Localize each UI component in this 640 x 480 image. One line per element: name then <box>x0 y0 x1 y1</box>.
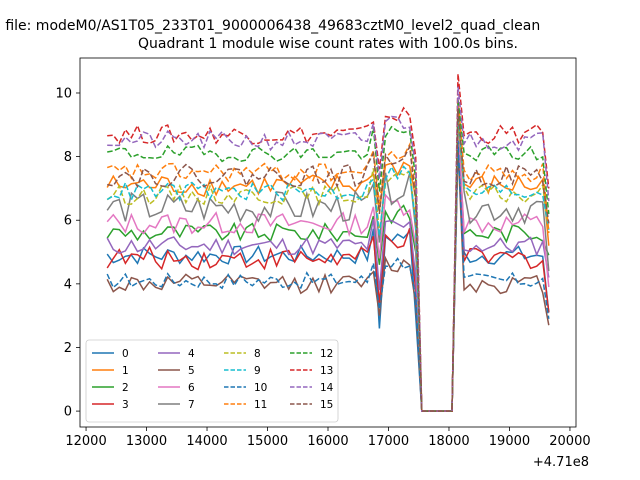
legend-label-4: 4 <box>188 348 195 360</box>
y-tick-label: 2 <box>64 341 72 356</box>
series-line-0 <box>106 131 550 412</box>
figure-suptitle: n file: modeM0/AS1T05_233T01_9000006438_… <box>0 18 640 38</box>
series-line-5 <box>106 147 550 412</box>
x-tick-label: 13000 <box>126 434 167 449</box>
legend-label-5: 5 <box>188 365 195 377</box>
legend-label-10: 10 <box>254 382 267 394</box>
legend-label-13: 13 <box>320 365 333 377</box>
legend-label-1: 1 <box>122 365 129 377</box>
x-tick-label: 18000 <box>428 434 469 449</box>
x-tick-label: 15000 <box>247 434 288 449</box>
x-tick-label: 14000 <box>186 434 227 449</box>
legend-label-12: 12 <box>320 348 333 360</box>
series-line-8 <box>106 118 550 412</box>
y-axis: 0 2 4 6 8 10 <box>55 86 80 420</box>
series-line-11 <box>106 99 550 412</box>
y-tick-label: 4 <box>64 277 72 292</box>
series-line-4 <box>106 127 550 412</box>
legend-label-8: 8 <box>254 348 261 360</box>
chart-title: Quadrant 1 module wise count rates with … <box>138 36 518 52</box>
y-tick-label: 0 <box>64 405 72 420</box>
suptitle-text: n file: modeM0/AS1T05_233T01_9000006438_… <box>0 18 541 34</box>
series-lines <box>106 73 550 412</box>
x-tick-label: 16000 <box>307 434 348 449</box>
y-tick-label: 10 <box>55 86 72 101</box>
x-offset-label: +4.71e8 <box>533 455 589 470</box>
series-line-1 <box>106 105 550 412</box>
x-tick-label: 20000 <box>549 434 590 449</box>
series-line-13 <box>107 73 550 412</box>
legend-label-9: 9 <box>254 365 261 377</box>
x-tick-label: 17000 <box>368 434 409 449</box>
x-tick-label: 19000 <box>489 434 530 449</box>
y-tick-label: 6 <box>64 214 72 229</box>
series-line-12 <box>107 99 550 412</box>
legend-label-3: 3 <box>122 399 129 411</box>
series-line-6 <box>106 121 550 412</box>
series-line-14 <box>107 86 550 412</box>
legend-label-2: 2 <box>122 382 129 394</box>
series-line-10 <box>106 140 550 412</box>
series-line-3 <box>106 134 550 412</box>
x-tick-label: 12000 <box>65 434 106 449</box>
legend-label-6: 6 <box>188 382 195 394</box>
legend-label-11: 11 <box>254 399 267 411</box>
y-tick-label: 8 <box>64 150 72 165</box>
x-axis: 12000 13000 14000 15000 16000 17000 18000 19000… <box>65 427 591 449</box>
legend-label-7: 7 <box>188 399 195 411</box>
series-line-9 <box>106 112 550 412</box>
series-line-15 <box>107 108 550 412</box>
legend-label-14: 14 <box>320 382 334 394</box>
legend-label-15: 15 <box>320 399 333 411</box>
legend-box <box>85 339 339 423</box>
legend-label-0: 0 <box>122 348 129 360</box>
